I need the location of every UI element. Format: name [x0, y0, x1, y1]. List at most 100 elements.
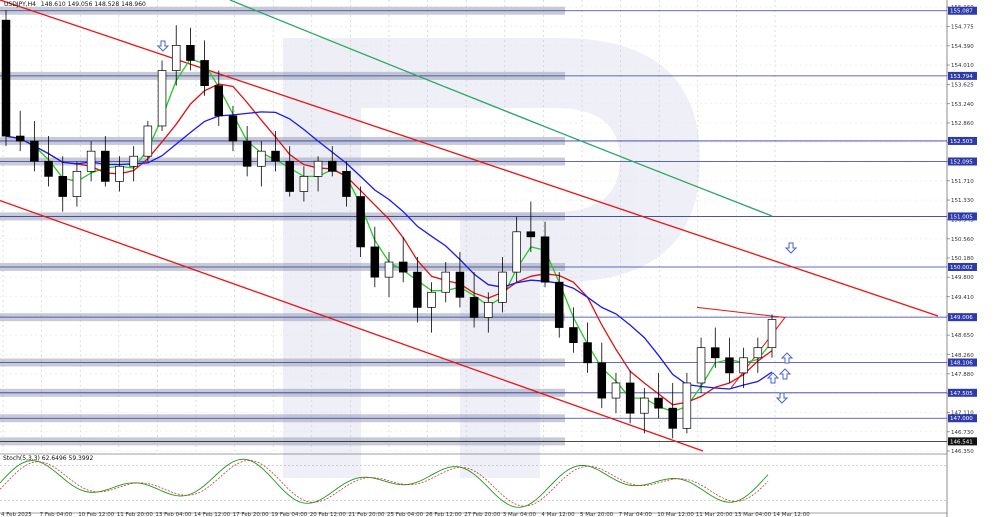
chart-header: USDJPY,H4 148.610 149.056 148.528 148.96…	[4, 1, 146, 8]
level-price-label: 150.002	[950, 265, 973, 271]
candle-body	[370, 246, 380, 278]
price-axis: 155.160154.775154.390154.010153.625153.2…	[946, 0, 1000, 517]
time-tick-label: 4 Feb 2025	[1, 512, 32, 517]
candle-body	[739, 357, 748, 374]
candle-body	[101, 150, 110, 182]
candle-body	[413, 271, 422, 308]
candle-body	[682, 382, 692, 429]
level-price-label: 155.087	[950, 9, 973, 15]
level-price-label: 152.095	[950, 160, 973, 166]
candle-body	[1, 19, 11, 137]
price-tick-label: 150.945	[951, 217, 974, 223]
price-axis-bg	[947, 0, 1000, 517]
level-price-tag	[948, 388, 977, 397]
candle-body	[15, 135, 25, 142]
candle-body	[668, 407, 677, 429]
candle-body	[143, 125, 153, 157]
time-tick-label: 17 Feb 20:00	[233, 512, 270, 517]
candle-body	[625, 382, 635, 414]
price-tick-label: 149.800	[951, 275, 974, 281]
time-tick-label: 14 Feb 12:00	[194, 512, 231, 517]
level-price-tag	[948, 262, 977, 271]
time-tick-label: 5 Mar 20:00	[580, 512, 614, 517]
candle-body	[171, 45, 181, 71]
price-tick-label: 154.010	[951, 63, 974, 69]
level-price-tag	[948, 136, 977, 145]
triangle-pattern	[696, 306, 786, 389]
candle-body	[711, 347, 720, 359]
candle-body	[186, 45, 195, 61]
price-tick-label: 150.560	[951, 237, 974, 243]
candlesticks	[1, 10, 777, 439]
stoch-signal-line	[0, 459, 769, 507]
level-price-label: 147.000	[950, 416, 973, 422]
price-tick-label: 146.350	[951, 449, 974, 455]
time-tick-label: 14 Mar 12:00	[773, 512, 810, 517]
level-price-tag	[948, 71, 977, 80]
candle-body	[640, 397, 649, 414]
candle-body	[441, 271, 450, 293]
time-tick-label: 25 Feb 04:00	[387, 512, 424, 517]
price-tick-label: 146.730	[951, 430, 974, 436]
time-tick-label: 21 Feb 20:00	[348, 512, 385, 517]
candle-body	[72, 170, 82, 197]
level-price-tag	[948, 414, 977, 423]
stoch-main-line	[0, 458, 769, 508]
time-tick-label: 19 Feb 04:00	[271, 512, 308, 517]
price-tick-label: 150.180	[951, 256, 974, 262]
arrow-up-icon	[766, 372, 780, 384]
time-tick-label: 3 Mar 04:00	[503, 512, 537, 517]
candle-body	[753, 347, 763, 359]
candle-body	[328, 160, 337, 172]
candle-body	[30, 140, 39, 162]
price-tick-label: 151.330	[951, 198, 974, 204]
candle-body	[200, 60, 209, 87]
channel-upper-line	[0, 0, 939, 317]
time-tick-label: 20 Feb 12:00	[310, 512, 347, 517]
candle-body	[356, 196, 365, 248]
candle-body	[498, 271, 507, 303]
candle-body	[526, 231, 536, 238]
price-tick-label: 153.625	[951, 82, 974, 88]
candle-body	[228, 115, 238, 142]
price-tick-label: 149.410	[951, 295, 974, 301]
candle-body	[242, 140, 252, 167]
candle-body	[696, 347, 706, 384]
candle-body	[58, 176, 67, 197]
candle-body	[540, 236, 550, 283]
candle-body	[285, 160, 294, 192]
symbol-label: USDJPY,H4	[4, 1, 36, 8]
time-tick-label: 10 Feb 12:00	[78, 512, 115, 517]
price-channel	[0, 0, 939, 452]
candle-body	[512, 231, 521, 273]
time-tick-label: 13 Feb 04:00	[155, 512, 192, 517]
price-tick-label: 152.860	[951, 121, 974, 127]
candle-body	[313, 160, 323, 177]
time-tick-label: 7 Mar 04:00	[619, 512, 653, 517]
candle-body	[654, 397, 663, 409]
level-price-label: 146.541	[950, 439, 973, 445]
arrow-up-icon	[780, 352, 794, 364]
level-bands	[0, 6, 947, 446]
candle-body	[257, 150, 266, 167]
time-tick-label: 10 Mar 12:00	[657, 512, 694, 517]
channel-lower-line	[0, 199, 704, 452]
candle-body	[554, 281, 564, 328]
arrow-down-icon	[156, 40, 170, 52]
price-tick-label: 148.650	[951, 333, 974, 339]
candle-body	[214, 85, 224, 117]
candle-body	[455, 271, 465, 298]
stoch-label: Stoch(5,3,3) 62.6496 59.3992	[3, 455, 94, 462]
price-tick-label: 147.110	[951, 411, 974, 417]
level-price-tag	[948, 212, 977, 221]
candle-body	[427, 291, 436, 308]
level-price-label: 147.505	[950, 391, 973, 397]
candle-body	[342, 170, 351, 197]
arrow-down-icon	[775, 392, 789, 404]
time-tick-label: 7 Feb 04:00	[40, 512, 73, 517]
time-tick-label: 13 Mar 04:00	[734, 512, 771, 517]
candle-body	[398, 261, 408, 273]
candle-body	[725, 357, 734, 374]
